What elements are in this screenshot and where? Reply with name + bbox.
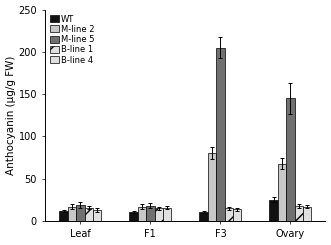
Bar bbox=[225, 208, 233, 221]
Bar bbox=[68, 207, 76, 221]
Bar bbox=[269, 200, 278, 221]
Bar bbox=[93, 210, 101, 221]
Bar bbox=[146, 206, 155, 221]
Bar bbox=[286, 98, 295, 221]
Bar bbox=[76, 205, 84, 221]
Bar bbox=[199, 212, 208, 221]
Y-axis label: Anthocyanin (μg/g FW): Anthocyanin (μg/g FW) bbox=[6, 56, 16, 175]
Bar bbox=[278, 164, 286, 221]
Bar bbox=[84, 208, 93, 221]
Bar bbox=[138, 207, 146, 221]
Bar bbox=[295, 206, 303, 221]
Bar bbox=[129, 212, 138, 221]
Bar bbox=[233, 209, 241, 221]
Bar bbox=[155, 208, 163, 221]
Legend: WT, M-line 2, M-line 5, B-line 1, B-line 4: WT, M-line 2, M-line 5, B-line 1, B-line… bbox=[48, 12, 97, 67]
Bar bbox=[216, 48, 225, 221]
Bar bbox=[208, 153, 216, 221]
Bar bbox=[59, 211, 68, 221]
Bar bbox=[163, 208, 171, 221]
Bar bbox=[303, 207, 311, 221]
